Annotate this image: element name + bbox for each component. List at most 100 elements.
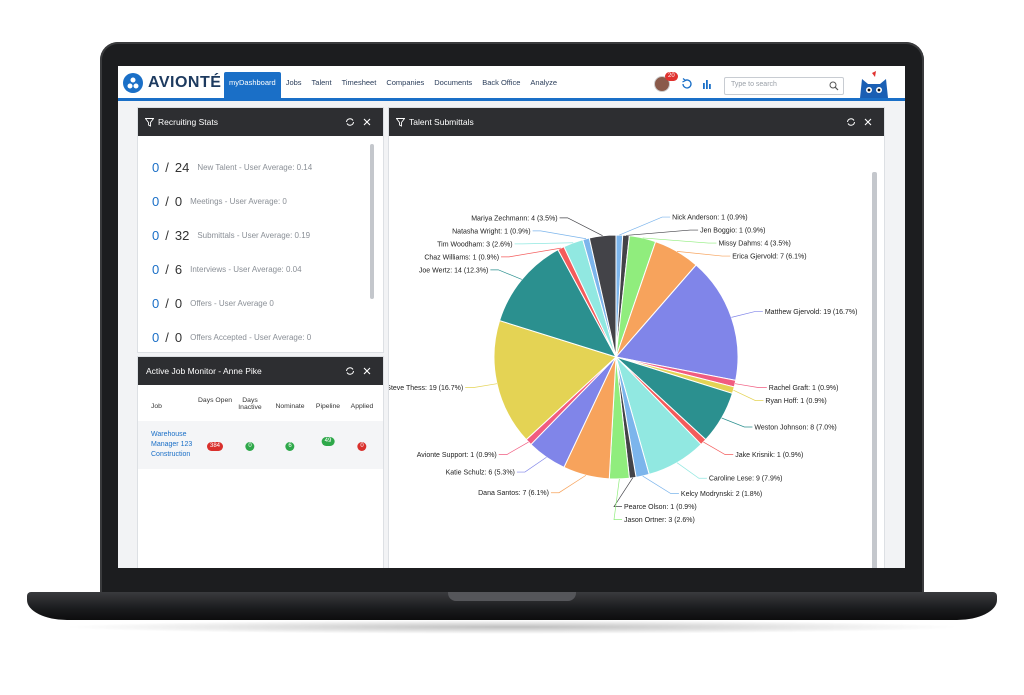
data-label: Jason Ortner: 3 (2.6%) [624,517,695,524]
leader-line [734,383,767,388]
data-label: Kelcy Modrynski: 2 (1.8%) [681,491,762,498]
top-bar: AVIONTÉ myDashboard Jobs Talent Timesheet Co… [118,66,905,101]
leader-line [490,269,522,280]
nav-item[interactable]: Timesheet [341,78,377,87]
stat-label: Offers Accepted - User Average: 0 [190,333,312,342]
refresh-button[interactable] [346,367,354,375]
nav-item[interactable]: Analyze [530,78,558,87]
pie-slice [498,249,618,358]
filter-icon[interactable] [145,118,154,127]
data-label: Caroline Lese: 9 (7.9%) [709,476,783,483]
leader-line [642,237,717,244]
analytics-icon[interactable] [703,83,705,89]
logo-icon [127,77,139,89]
leader-line [465,383,498,388]
leader-line [532,230,587,240]
count-badge[interactable]: 6 [285,442,295,451]
column-header: Pipeline [315,403,341,410]
stat-label: Offers - User Average 0 [190,299,274,308]
data-label: Jen Boggio: 1 (0.9%) [700,228,765,235]
filter-icon[interactable] [396,118,405,127]
stat-separator: / [165,228,169,243]
stat-target: 24 [174,160,190,175]
panel-header: Active Job Monitor - Anne Pike [138,357,383,385]
data-label: Tim Woodham: 3 (2.6%) [437,241,512,248]
refresh-icon[interactable] [682,79,692,89]
data-label: Ryan Hoff: 1 (0.9%) [765,398,826,405]
search-box[interactable]: Type to search [724,77,844,95]
stat-target: 6 [174,262,183,277]
stat-row: 0 / 32 Submittals - User Average: 0.19 [152,227,310,243]
laptop-notch [448,592,576,601]
stat-row: 0 / 0 Meetings - User Average: 0 [152,193,287,209]
leader-line [731,311,763,318]
talent-submittals-panel: Talent Submittals Nick Anderson: 1 (0.9%… [389,108,884,568]
column-header: Job [151,403,162,410]
leader-line [514,242,574,245]
close-button[interactable] [363,118,371,126]
data-label: Rachel Graft: 1 (0.9%) [769,385,839,392]
stat-label: New Talent - User Average: 0.14 [197,163,313,172]
leader-line [559,217,603,237]
leader-line [642,475,679,494]
nav-item[interactable]: Documents [434,78,473,87]
toolbar-icons [682,78,711,89]
refresh-button[interactable] [847,118,855,126]
leader-line [619,216,671,236]
nav-item[interactable]: Talent [311,78,332,87]
count-badge[interactable]: 0 [357,442,367,451]
leader-line [550,474,587,494]
pie-chart: Nick Anderson: 1 (0.9%) Jen Boggio: 1 (0.… [389,215,857,525]
leader-line [516,456,547,473]
column-header: Nominate [275,403,305,410]
stat-value: 0 [152,160,160,175]
stat-value: 0 [152,262,160,277]
nav: myDashboard Jobs Talent Timesheet Companies D… [224,72,562,98]
job-link[interactable]: Warehouse Manager 123 Construction [151,431,193,458]
data-label: Natasha Wright: 1 (0.9%) [452,228,530,235]
stat-value: 0 [152,296,160,311]
leader-line [501,247,561,258]
panel-controls [346,118,371,126]
panel-header: Talent Submittals [389,108,884,136]
recruiting-stats-panel: Recruiting Stats 0 / 24 New Talent - User A… [138,108,383,352]
panel-title: Talent Submittals [409,117,474,127]
data-label: Katie Schulz: 6 (5.3%) [446,470,515,477]
panel-title: Active Job Monitor - Anne Pike [146,366,262,376]
stat-value: 0 [152,330,160,345]
nav-item[interactable]: Jobs [285,78,302,87]
data-label: Joe Wertz: 14 (12.3%) [419,267,489,274]
leader-line [626,229,699,236]
data-label: Pearce Olson: 1 (0.9%) [624,504,697,511]
stat-separator: / [165,296,169,311]
stat-row: 0 / 0 Offers Accepted - User Average: 0 [152,329,311,345]
pie-slice [493,319,617,441]
close-button[interactable] [864,118,872,126]
count-badge[interactable]: 0 [245,442,255,451]
scrollbar[interactable] [370,144,374,299]
table-row-bg [138,421,383,469]
job-monitor-panel: Active Job Monitor - Anne Pike Job Days O… [138,357,383,568]
leader-line [676,462,707,479]
count-badge[interactable]: 49 [321,437,335,446]
data-label: Avionte Support: 1 (0.9%) [417,452,497,459]
column-header: Days Open [198,397,233,404]
leader-line [733,389,764,401]
stat-target: 0 [174,330,183,345]
refresh-button[interactable] [346,118,354,126]
count-badge[interactable]: 384 [206,442,224,451]
screen: AVIONTÉ myDashboard Jobs Talent Timesheet Co… [118,66,905,568]
leader-line [613,477,634,507]
stat-target: 32 [174,228,190,243]
stat-label: Meetings - User Average: 0 [190,197,287,206]
logo[interactable]: AVIONTÉ [148,74,222,91]
panel-header: Recruiting Stats [138,108,383,136]
nav-item[interactable]: myDashboard [224,72,281,98]
mascot[interactable] [858,71,890,98]
nav-item[interactable]: Back Office [482,78,521,87]
nav-item[interactable]: Companies [386,78,425,87]
close-button[interactable] [363,367,371,375]
scrollbar[interactable] [872,172,877,568]
stat-separator: / [165,160,169,175]
